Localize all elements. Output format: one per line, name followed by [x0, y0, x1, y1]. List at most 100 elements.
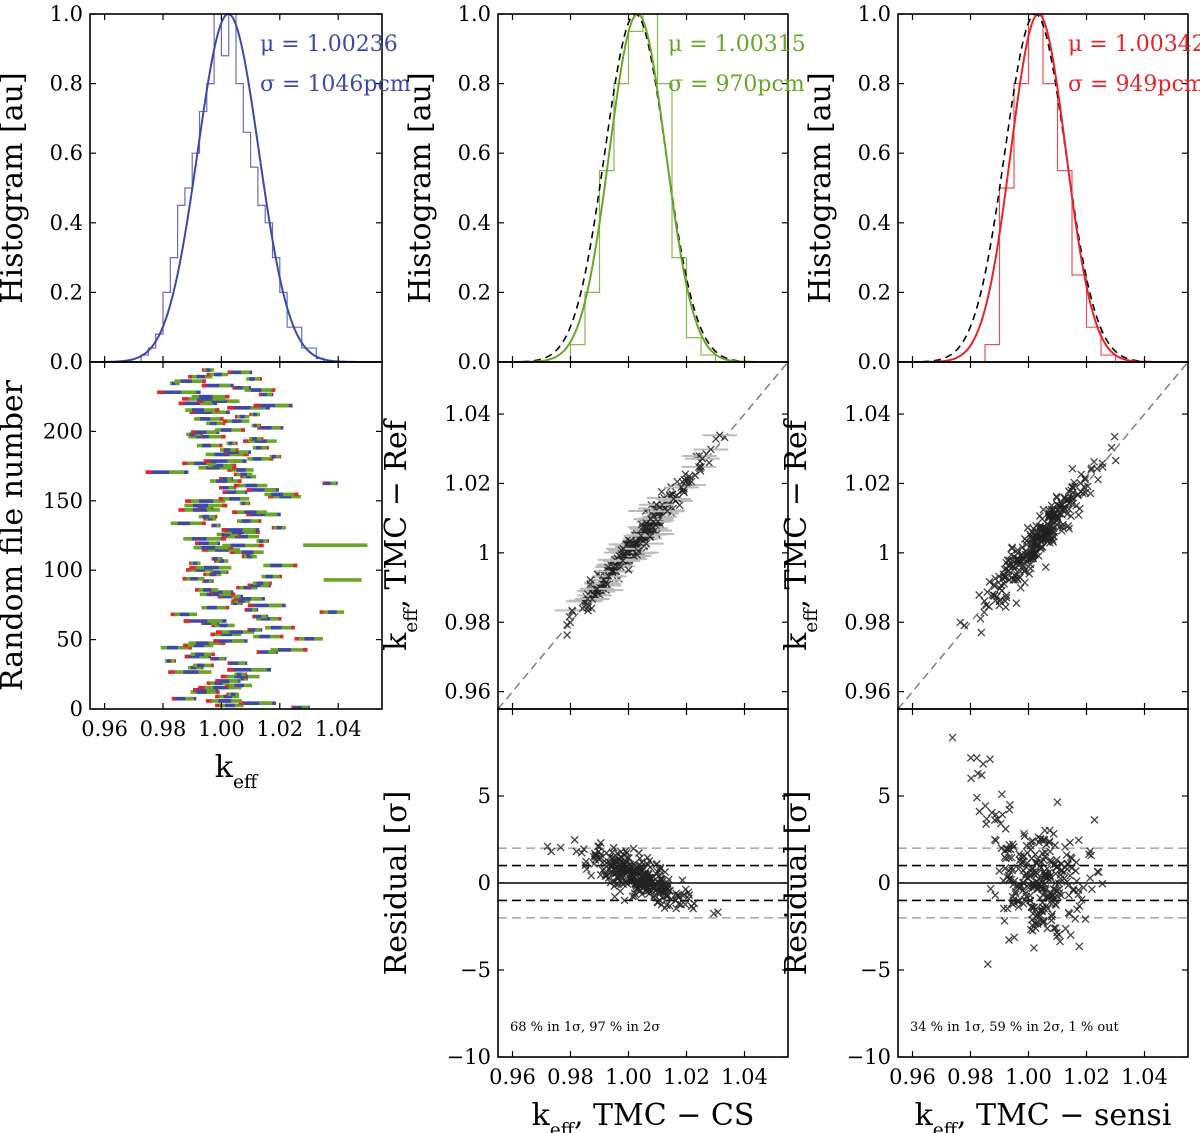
y-tick-label: 0.4	[458, 211, 491, 235]
x-tick-label: 0.98	[140, 717, 187, 741]
scatter-point	[609, 563, 618, 572]
y-tick-label: 1.04	[444, 402, 491, 426]
hist_sensi-marks	[898, 14, 1188, 362]
residual-point	[609, 843, 618, 852]
scatter-point	[652, 500, 661, 509]
residual-point	[1005, 800, 1014, 809]
residual-point	[598, 866, 607, 875]
scatter-point	[1107, 443, 1116, 452]
residual-point	[1049, 861, 1058, 869]
scatter-point	[601, 578, 610, 587]
scatter-point	[592, 585, 601, 594]
hist_sensi-histogram-step	[984, 14, 1117, 362]
label-part: k	[532, 1098, 551, 1133]
scatter-point	[1055, 502, 1064, 510]
residual-point	[644, 861, 653, 870]
residual-point	[1065, 838, 1074, 847]
label-part: eff	[801, 607, 822, 633]
scatter-point	[669, 495, 678, 503]
y-tick-label: 50	[56, 628, 83, 652]
file_ranges-xlabel: keff	[215, 750, 259, 793]
scatter-point	[645, 532, 654, 541]
residual-point	[1071, 866, 1080, 875]
scatter-point	[1008, 544, 1016, 553]
residual-point	[650, 893, 658, 902]
residual-point	[621, 846, 630, 855]
label-part: Residual [σ]	[379, 791, 414, 976]
scatter-point	[1029, 534, 1038, 543]
x-tick-label: 1.02	[663, 1065, 710, 1089]
residual-point	[1052, 863, 1061, 872]
label-part: , TMC − Ref	[779, 418, 814, 608]
scatter-point	[1067, 512, 1075, 521]
residual-point	[1002, 844, 1011, 853]
scatter-point	[997, 586, 1006, 595]
label-part: k	[915, 1098, 934, 1133]
scatter-point	[638, 523, 647, 532]
residual-point	[1028, 868, 1037, 877]
residual-point	[570, 835, 579, 844]
y-tick-label: 0.0	[458, 350, 491, 374]
scatter-point	[644, 521, 653, 530]
residual-point	[995, 867, 1004, 875]
label-part: , TMC − sensi	[957, 1098, 1171, 1133]
residual-point	[651, 879, 659, 888]
scatter-point	[1020, 567, 1029, 576]
scatter-point	[1056, 522, 1065, 531]
residual-point	[594, 842, 602, 851]
scatter-point	[634, 547, 643, 555]
residual-point	[629, 844, 638, 853]
x-tick-label: 0.96	[81, 717, 128, 741]
residual-point	[595, 855, 604, 864]
label-part: eff	[550, 1120, 576, 1133]
residual-point	[1038, 906, 1047, 915]
scatter-point	[1078, 489, 1087, 498]
scatter-point	[1000, 579, 1009, 588]
scatter-point	[637, 531, 645, 540]
residual-point	[625, 853, 633, 862]
residual-point	[1029, 903, 1038, 912]
residual-point	[642, 874, 651, 883]
residual-point	[1035, 913, 1043, 922]
scatter-point	[1017, 550, 1026, 559]
scatter-point	[1008, 543, 1017, 552]
y-tick-label: 0.2	[458, 280, 491, 304]
residual-point	[1052, 855, 1061, 864]
scatter-point	[1037, 535, 1046, 543]
y-tick-label: 5	[878, 784, 891, 808]
residual-point	[1075, 902, 1084, 911]
y-tick-label: 0.8	[50, 72, 83, 96]
residual-point	[677, 900, 686, 909]
scatter-point	[985, 577, 994, 586]
scatter-point	[706, 445, 715, 454]
residual-point	[1046, 872, 1055, 881]
y-tick-label: 100	[43, 558, 83, 582]
frames-layer	[89, 13, 1189, 1058]
scatter-point	[583, 594, 592, 603]
scatter-point	[1069, 493, 1078, 502]
label-part: eff	[401, 607, 422, 633]
residual-point	[572, 847, 581, 856]
scatter-point	[1014, 555, 1023, 563]
residual-point	[587, 871, 596, 880]
scatter_cs-marks	[498, 362, 788, 709]
hist_cs-gaussian-fit	[498, 14, 788, 362]
residual-point	[1061, 924, 1070, 933]
scatter-point	[616, 562, 625, 571]
residual-point	[690, 899, 699, 908]
scatter-point	[1039, 505, 1048, 514]
residual-point	[1081, 915, 1090, 924]
label-part: Histogram [au]	[403, 72, 438, 303]
scatter-point	[1018, 543, 1027, 552]
hist_cs-mu-label: μ = 1.00315	[668, 32, 806, 57]
residual-point	[986, 884, 995, 893]
y-tick-label: −5	[860, 958, 891, 982]
scatter-point	[578, 604, 587, 613]
residual-point	[1057, 867, 1066, 875]
scatter-point	[565, 612, 574, 621]
residual-point	[1037, 882, 1046, 891]
hist_ref-gaussian-fit	[90, 14, 382, 362]
scatter-point	[990, 580, 998, 589]
residual-point	[636, 864, 645, 873]
residual-point	[1028, 882, 1037, 890]
